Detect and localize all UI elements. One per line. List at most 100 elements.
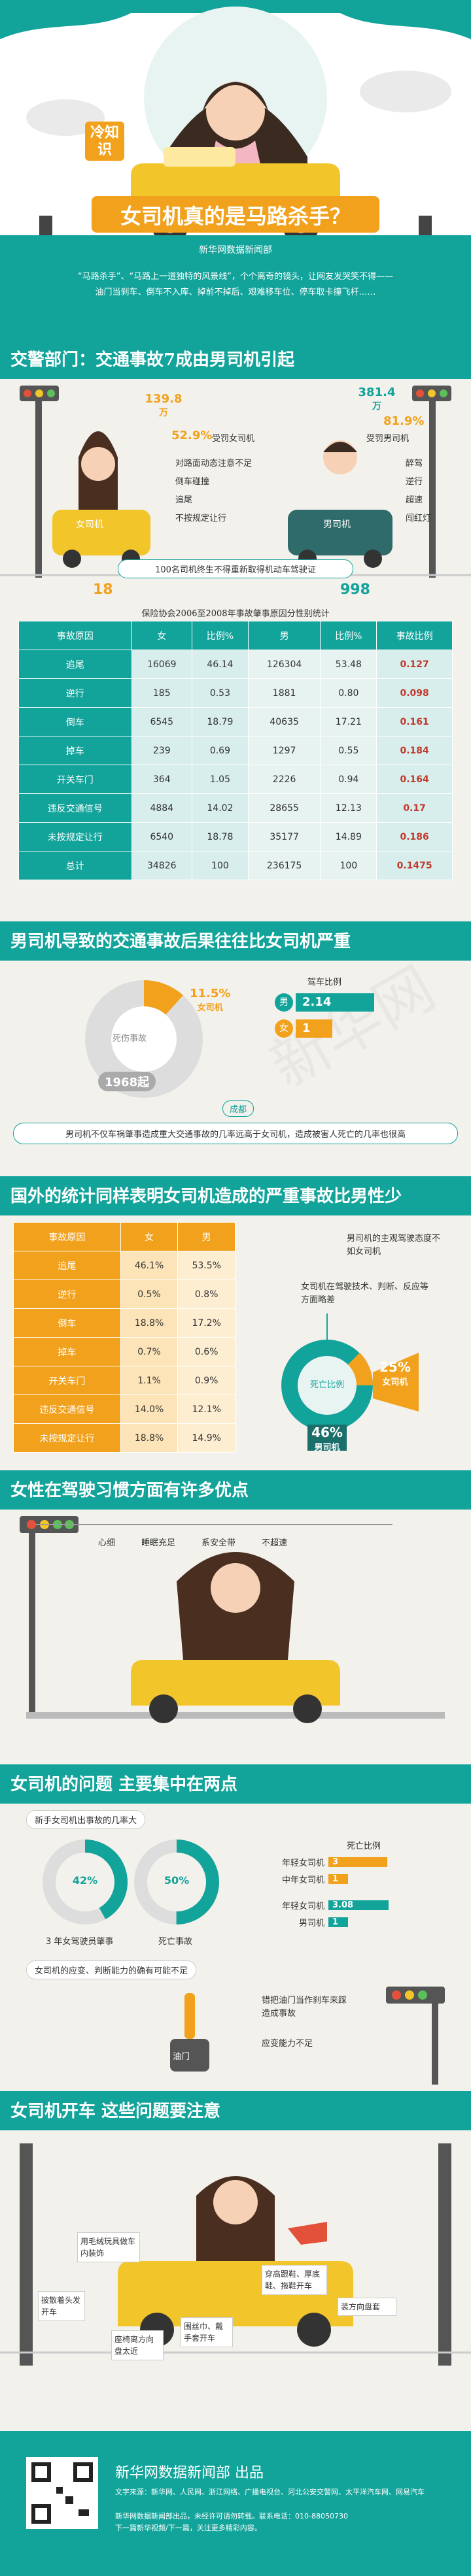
hero-illustration	[0, 0, 471, 340]
table-row: 追尾 46.1% 53.5%	[13, 1251, 236, 1280]
male-item: 闯红灯	[406, 514, 432, 523]
death-female-pct: 11.5% 女司机	[190, 987, 231, 1013]
table-row: 逆行 0.5% 0.8%	[13, 1280, 236, 1309]
gear-label: 油门	[173, 2052, 190, 2062]
female-item: 对路面动态注意不足	[175, 459, 253, 469]
gear-shift-icon	[170, 1993, 209, 2072]
table-row: 逆行 185 0.53 1881 0.80 0.098	[18, 678, 453, 708]
virtue-item: 系安全带	[201, 1538, 236, 1548]
table-1-caption: 保险协会2006至2008年事故肇事原因分性别统计	[141, 609, 330, 619]
footer-sources: 文字来源：新华网、人民网、浙江网络、广播电视台、河北公安交警网、太平洋汽车网、网…	[115, 2488, 425, 2496]
gear-note-2: 应变能力不足	[262, 2039, 313, 2049]
ratio-row-3: 年轻女司机 3.08	[262, 1899, 389, 1911]
section-2-note: 男司机不仅车祸肇事造成重大交通事故的几率远高于女司机，造成被害人死亡的几率也很高	[13, 1123, 458, 1144]
death-ratio-chart	[281, 1313, 419, 1451]
tip-5: 穿高跟鞋、厚底鞋、拖鞋开车	[262, 2265, 327, 2295]
death-injury-label: 死伤事故	[113, 1034, 147, 1044]
female-item: 不按规定让行	[175, 514, 227, 523]
section-6-header: 女司机开车 这些问题要注意	[0, 2091, 471, 2130]
section-2-header: 男司机导致的交通事故后果往往比女司机严重	[0, 921, 471, 961]
hero: 冷知识 女司机真的是马路杀手？ 新华网数据新闻部 “马路杀手”、“马路上一道独特…	[0, 0, 471, 340]
table-row: 违反交通信号 14.0% 12.1%	[13, 1395, 236, 1424]
female-ratio-bar: 1	[296, 1019, 332, 1038]
table-2: 事故原因女男 追尾 46.1% 53.5% 逆行 0.5% 0.8% 倒车 18.8% 17…	[13, 1222, 236, 1453]
male-item-list: 醉驾 逆行 超速 闯红灯	[406, 455, 431, 528]
ratio-row-4: 男司机 1	[262, 1916, 348, 1928]
female-car-label: 女司机	[76, 520, 103, 530]
male-item: 逆行	[406, 477, 423, 487]
female-fined-label: 受罚女司机	[212, 434, 255, 444]
male-car-label: 男司机	[323, 520, 351, 530]
female-fined-count: 139.8 万	[145, 392, 183, 418]
section-2-title: 男司机导致的交通事故后果往往比女司机严重	[10, 932, 351, 951]
newbie-donuts	[43, 1840, 219, 1924]
female-item-list: 对路面动态注意不足 倒车碰撞 追尾 不按规定让行	[175, 455, 252, 528]
death-male-pct: 46% 男司机	[311, 1425, 343, 1453]
male-item: 醉驾	[406, 459, 423, 469]
section-5-title: 女司机的问题 主要集中在两点	[10, 1775, 238, 1794]
section-3-header: 国外的统计同样表明女司机造成的严重事故比男性少	[0, 1176, 471, 1215]
table-row: 总计 34826 100 236175 100 0.1475	[18, 851, 453, 880]
female-item: 倒车碰撞	[175, 477, 210, 487]
female-fined-pct: 52.9%	[171, 429, 213, 442]
section-1-title: 交警部门：交通事故7成由男司机引起	[10, 350, 295, 370]
cost-label: 成都	[222, 1100, 254, 1117]
female-revoked-num: 18	[93, 582, 113, 598]
male-ratio-bar: 2.14	[296, 993, 374, 1012]
donut-2-pct: 50%	[164, 1874, 190, 1887]
virtue-item: 心细	[98, 1538, 116, 1548]
table-row: 事故原因女比例% 男比例% 事故比例	[18, 621, 453, 650]
footer: 新华网数据新闻部 出品 文字来源：新华网、人民网、浙江网络、广播电视台、河北公安…	[0, 2431, 471, 2576]
footer-line-2: 新华网数据新闻部出品，未经许可请勿转载。联系电话：010-88050730	[115, 2512, 348, 2520]
hero-intro-1: “马路杀手”、“马路上一道独特的风景线”，个个离奇的镜头，让网友发哭笑不得——	[78, 272, 393, 282]
donut-2-caption: 死亡事故	[158, 1937, 193, 1947]
female-tag: 女	[275, 1019, 293, 1038]
male-item: 超速	[406, 495, 423, 505]
table-row: 未按规定让行 18.8% 14.9%	[13, 1423, 236, 1453]
male-fined-count: 381.4 万	[358, 386, 396, 412]
table-row: 未按规定让行 6540 18.78 35177 14.89 0.186	[18, 822, 453, 851]
footer-brand: 新华网数据新闻部 出品	[115, 2465, 264, 2481]
ratio-row-1: 年轻女司机 3	[262, 1856, 387, 1868]
male-revoked-num: 998	[340, 582, 370, 598]
tip-6: 装方向盘套	[338, 2298, 396, 2316]
section-5-header: 女司机的问题 主要集中在两点	[0, 1764, 471, 1804]
donut-1-pct: 42%	[72, 1874, 98, 1887]
table-1: 事故原因女比例% 男比例% 事故比例 追尾 16069 46.14 126304 53.48…	[18, 621, 453, 880]
section-4-title: 女性在驾驶习惯方面有许多优点	[10, 1481, 249, 1500]
section-6-title: 女司机开车 这些问题要注意	[10, 2102, 221, 2121]
qr-code-icon	[26, 2457, 98, 2529]
license-revoked-note: 100名司机终生不得重新取得机动车驾驶证	[118, 559, 353, 578]
tip-2: 披散着头发开车	[38, 2291, 85, 2321]
table-row: 事故原因女男	[13, 1222, 236, 1251]
section-1-illustration	[0, 386, 471, 578]
table-row: 掉车 239 0.69 1297 0.55 0.184	[18, 736, 453, 765]
table-row: 倒车 6545 18.79 40635 17.21 0.161	[18, 707, 453, 736]
table-row: 开关车门 364 1.05 2226 0.94 0.164	[18, 765, 453, 794]
death-female-pct: 25% 女司机	[379, 1359, 411, 1387]
hero-title: 女司机真的是马路杀手？	[120, 204, 351, 229]
traffic-light-right	[386, 1987, 445, 2085]
virtue-item: 不超速	[262, 1538, 288, 1548]
section-3-note-1: 男司机的主观驾驶态度不如女司机	[347, 1234, 441, 1257]
problem-1-label: 新手女司机出事故的几率大	[26, 1810, 146, 1829]
hero-intro-2: 油门当刹车、倒车不入库、掉前不掉后、艰难移车位、停车取卡撞飞杆……	[95, 288, 376, 297]
hero-org: 新华网数据新闻部	[199, 245, 272, 256]
tip-3: 座椅离方向盘太近	[111, 2330, 164, 2360]
footer-line-3: 下一篇新华视频/下一篇，关注更多精彩内容。	[115, 2524, 262, 2532]
section-3-title: 国外的统计同样表明女司机造成的严重事故比男性少	[10, 1187, 402, 1206]
section-1-header: 交警部门：交通事故7成由男司机引起	[0, 340, 471, 379]
tip-4: 围丝巾、戴手套开车	[181, 2317, 233, 2347]
table-row: 开关车门 1.1% 0.9%	[13, 1366, 236, 1395]
section-3-note-2: 女司机在驾驶技术、判断、反应等方面略差	[301, 1282, 429, 1305]
table-row: 倒车 18.8% 17.2%	[13, 1308, 236, 1338]
gear-note-1: 错把油门当作刹车来踩造成事故	[262, 1996, 347, 2019]
table-row: 掉车 0.7% 0.6%	[13, 1337, 236, 1366]
female-item: 追尾	[175, 495, 193, 505]
table-row: 违反交通信号 4884 14.02 28655 12.13 0.17	[18, 793, 453, 823]
death-ratio-label: 死亡比例	[309, 1380, 344, 1390]
table-row: 追尾 16069 46.14 126304 53.48 0.127	[18, 650, 453, 679]
male-tag: 男	[275, 993, 293, 1012]
male-fined-label: 受罚男司机	[366, 434, 410, 444]
